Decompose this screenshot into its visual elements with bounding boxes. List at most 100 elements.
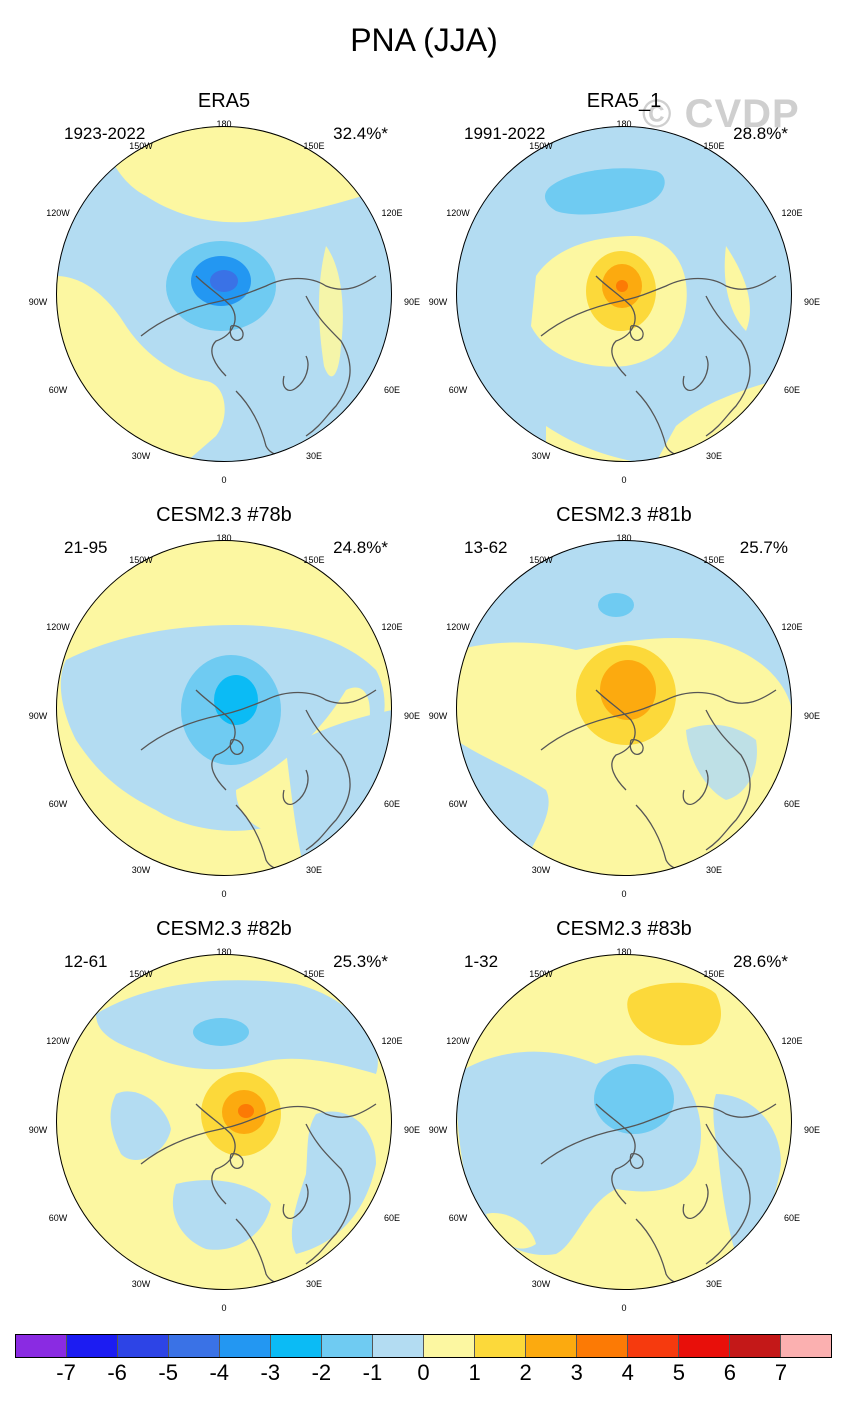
colorbar-swatch bbox=[373, 1335, 424, 1357]
colorbar-label: 6 bbox=[723, 1360, 736, 1385]
map-panel-cesm-78b: CESM2.3 #78b 21-95 24.8%* 180 150W 150E … bbox=[24, 504, 424, 904]
colorbar-label: 3 bbox=[570, 1360, 583, 1385]
colorbar-swatch bbox=[475, 1335, 526, 1357]
svg-text:60E: 60E bbox=[384, 385, 400, 395]
svg-text:180: 180 bbox=[216, 119, 231, 129]
svg-text:180: 180 bbox=[216, 947, 231, 957]
svg-text:90E: 90E bbox=[404, 711, 420, 721]
colorbar-labels: -7 -6 -5 -4 -3 -2 -1 0 1 2 3 4 5 6 7 bbox=[0, 1360, 848, 1390]
svg-text:150E: 150E bbox=[703, 141, 724, 151]
panel-title: ERA5_1 bbox=[586, 90, 662, 112]
colorbar-swatch bbox=[781, 1335, 831, 1357]
svg-text:180: 180 bbox=[616, 947, 631, 957]
svg-text:30W: 30W bbox=[532, 1279, 551, 1289]
map-panel-cesm-83b: CESM2.3 #83b 1-32 28.6%* 180 150W 150E 1… bbox=[424, 918, 824, 1318]
colorbar-label: -1 bbox=[362, 1360, 383, 1385]
map-panel-cesm-82b: CESM2.3 #82b 12-61 25.3%* 180 150W 150E … bbox=[24, 918, 424, 1318]
panel-years: 21-95 bbox=[64, 538, 108, 557]
colorbar-swatch bbox=[271, 1335, 322, 1357]
panel-percent: 24.8%* bbox=[333, 538, 388, 557]
svg-text:60W: 60W bbox=[49, 799, 68, 809]
colorbar-label: 0 bbox=[417, 1360, 430, 1385]
svg-text:30E: 30E bbox=[306, 865, 322, 875]
svg-text:30W: 30W bbox=[532, 451, 551, 461]
svg-text:0: 0 bbox=[221, 1303, 226, 1313]
colorbar-swatch bbox=[16, 1335, 67, 1357]
svg-text:30W: 30W bbox=[132, 865, 151, 875]
svg-text:180: 180 bbox=[616, 119, 631, 129]
watermark: © CVDP bbox=[642, 92, 800, 136]
svg-text:90W: 90W bbox=[29, 711, 48, 721]
colorbar-label: -3 bbox=[260, 1360, 281, 1385]
longitude-labels: 180 150W 150E 120W 120E 90W 90E 60W 60E … bbox=[29, 119, 420, 485]
svg-text:30W: 30W bbox=[532, 865, 551, 875]
panel-title: CESM2.3 #78b bbox=[156, 504, 292, 526]
svg-text:90E: 90E bbox=[804, 297, 820, 307]
polar-map bbox=[456, 954, 792, 1290]
map-panel-era5: ERA5 1923-2022 32.4%* 180 150W 150E 120W… bbox=[24, 90, 424, 490]
svg-text:150W: 150W bbox=[129, 555, 153, 565]
svg-text:120W: 120W bbox=[446, 208, 470, 218]
colorbar-label: -4 bbox=[209, 1360, 230, 1385]
svg-text:150E: 150E bbox=[703, 555, 724, 565]
svg-text:150W: 150W bbox=[529, 141, 553, 151]
svg-text:60E: 60E bbox=[784, 799, 800, 809]
svg-text:30E: 30E bbox=[706, 451, 722, 461]
svg-text:0: 0 bbox=[221, 889, 226, 899]
svg-text:60W: 60W bbox=[49, 1213, 68, 1223]
svg-text:150W: 150W bbox=[529, 969, 553, 979]
colorbar-swatch bbox=[322, 1335, 373, 1357]
polar-map bbox=[56, 540, 392, 876]
panel-percent: 25.3%* bbox=[333, 952, 388, 971]
colorbar-label: 5 bbox=[672, 1360, 685, 1385]
svg-text:120W: 120W bbox=[446, 1036, 470, 1046]
svg-text:120E: 120E bbox=[781, 622, 802, 632]
colorbar-label: 1 bbox=[468, 1360, 481, 1385]
colorbar-label: 2 bbox=[519, 1360, 532, 1385]
colorbar-swatch bbox=[220, 1335, 271, 1357]
svg-text:30W: 30W bbox=[132, 1279, 151, 1289]
svg-text:180: 180 bbox=[616, 533, 631, 543]
svg-text:30W: 30W bbox=[132, 451, 151, 461]
svg-text:90W: 90W bbox=[429, 711, 448, 721]
colorbar-swatch bbox=[118, 1335, 169, 1357]
map-panel-cesm-81b: CESM2.3 #81b 13-62 25.7% 180 150W 150E 1… bbox=[424, 504, 824, 904]
panel-title: ERA5 bbox=[197, 90, 251, 112]
svg-text:90E: 90E bbox=[404, 297, 420, 307]
map-panel-era5-1: ERA5_1 1991-2022 28.8%* 180 150W 150E 12… bbox=[424, 90, 824, 490]
colorbar bbox=[15, 1334, 832, 1358]
svg-text:150E: 150E bbox=[703, 969, 724, 979]
svg-text:60E: 60E bbox=[384, 1213, 400, 1223]
svg-text:0: 0 bbox=[621, 889, 626, 899]
colorbar-swatch bbox=[628, 1335, 679, 1357]
svg-text:0: 0 bbox=[621, 1303, 626, 1313]
svg-text:60W: 60W bbox=[449, 799, 468, 809]
svg-text:120W: 120W bbox=[46, 622, 70, 632]
main-title: PNA (JJA) bbox=[350, 22, 498, 58]
svg-text:120E: 120E bbox=[781, 208, 802, 218]
colorbar-label: -7 bbox=[56, 1360, 76, 1385]
svg-text:90W: 90W bbox=[29, 297, 48, 307]
svg-text:150W: 150W bbox=[129, 969, 153, 979]
colorbar-swatch bbox=[424, 1335, 475, 1357]
svg-text:150E: 150E bbox=[303, 969, 324, 979]
panel-percent: 25.7% bbox=[739, 538, 788, 557]
svg-text:90W: 90W bbox=[429, 297, 448, 307]
svg-text:90E: 90E bbox=[804, 711, 820, 721]
svg-text:60W: 60W bbox=[449, 385, 468, 395]
svg-text:30E: 30E bbox=[706, 865, 722, 875]
svg-text:30E: 30E bbox=[706, 1279, 722, 1289]
svg-text:150E: 150E bbox=[303, 141, 324, 151]
svg-text:120W: 120W bbox=[46, 1036, 70, 1046]
polar-map bbox=[56, 126, 392, 462]
svg-text:120E: 120E bbox=[781, 1036, 802, 1046]
panel-percent: 32.4%* bbox=[333, 124, 388, 143]
colorbar-label: 4 bbox=[621, 1360, 634, 1385]
colorbar-label: -6 bbox=[107, 1360, 127, 1385]
panel-years: 1991-2022 bbox=[464, 124, 546, 143]
svg-text:90W: 90W bbox=[429, 1125, 448, 1135]
svg-text:60E: 60E bbox=[784, 1213, 800, 1223]
colorbar-swatch bbox=[679, 1335, 730, 1357]
panel-percent: 28.8%* bbox=[733, 124, 788, 143]
svg-text:120E: 120E bbox=[381, 1036, 402, 1046]
